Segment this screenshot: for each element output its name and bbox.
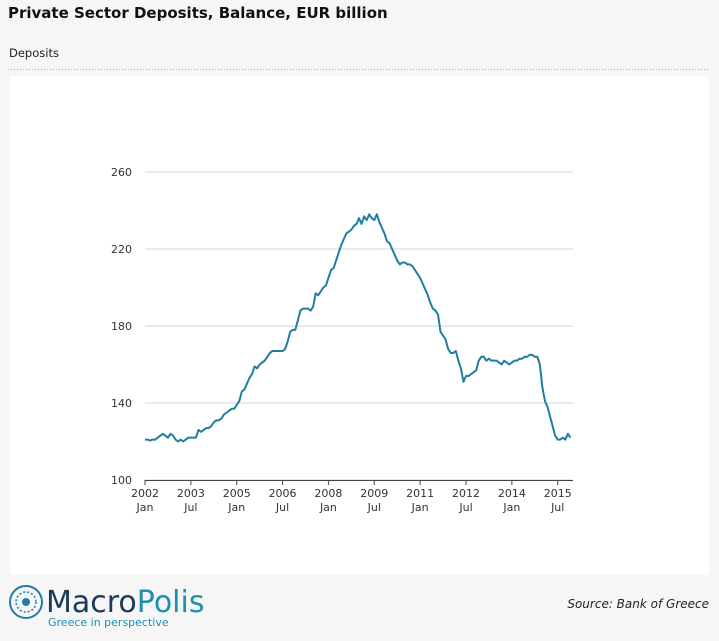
- x-tick-label-line: 2005: [223, 487, 251, 500]
- x-tick-label-line: 2012: [452, 487, 480, 500]
- x-tick-label-line: 2008: [314, 487, 342, 500]
- x-tick-label-line: 2011: [406, 487, 434, 500]
- x-tick-label-line: Jan: [319, 501, 337, 514]
- logo: MacroPolis Greece in perspective: [9, 585, 204, 629]
- y-tick-label: 220: [111, 243, 132, 256]
- x-tick-label: 2002 Jan: [131, 487, 159, 514]
- x-tick-label: 2008 Jan: [314, 487, 342, 514]
- x-tick-label-line: Jul: [550, 501, 564, 514]
- x-tick-label: 2005 Jan: [223, 487, 251, 514]
- x-tick-label-line: 2009: [360, 487, 388, 500]
- x-tick-label: 2009 Jul: [360, 487, 388, 514]
- logo-text: MacroPolis: [46, 585, 204, 620]
- data-line: [145, 213, 572, 443]
- x-tick-label-line: Jul: [367, 501, 381, 514]
- logo-icon: [15, 591, 37, 613]
- x-tick-label-line: Jan: [411, 501, 429, 514]
- x-tick-label-line: 2014: [498, 487, 526, 500]
- chart-title: Private Sector Deposits, Balance, EUR bi…: [8, 4, 388, 22]
- x-tick-label: 2003 Jul: [177, 487, 205, 514]
- x-tick-label-line: Jan: [502, 501, 520, 514]
- x-tick-label-line: Jan: [136, 501, 154, 514]
- logo-icon: [9, 585, 43, 619]
- source-note: Source: Bank of Greece: [567, 597, 709, 611]
- logo-tagline: Greece in perspective: [48, 616, 169, 629]
- x-tick-label-line: 2006: [269, 487, 297, 500]
- x-tick-label: 2011 Jan: [406, 487, 434, 514]
- x-tick-label-line: 2003: [177, 487, 205, 500]
- logo-first: Macro: [46, 585, 137, 620]
- x-tick-label: 2014 Jan: [498, 487, 526, 514]
- logo-icon: [22, 598, 30, 606]
- x-tick-label: 2012 Jul: [452, 487, 480, 514]
- x-tick-label: 2015 Jul: [544, 487, 572, 514]
- y-tick-label: 140: [111, 397, 132, 410]
- y-tick-label: 100: [111, 474, 132, 487]
- x-tick-label-line: Jul: [183, 501, 197, 514]
- logo-second: Polis: [137, 585, 205, 620]
- x-tick-label-line: Jul: [458, 501, 472, 514]
- x-tick-label-line: 2002: [131, 487, 159, 500]
- y-tick-label: 260: [111, 166, 132, 179]
- x-tick-label-line: Jul: [275, 501, 289, 514]
- x-tick-label-line: 2015: [544, 487, 572, 500]
- x-tick-label: 2006 Jul: [269, 487, 297, 514]
- x-tick-label-line: Jan: [227, 501, 245, 514]
- chart-subtitle: Deposits: [9, 46, 59, 60]
- y-tick-label: 180: [111, 320, 132, 333]
